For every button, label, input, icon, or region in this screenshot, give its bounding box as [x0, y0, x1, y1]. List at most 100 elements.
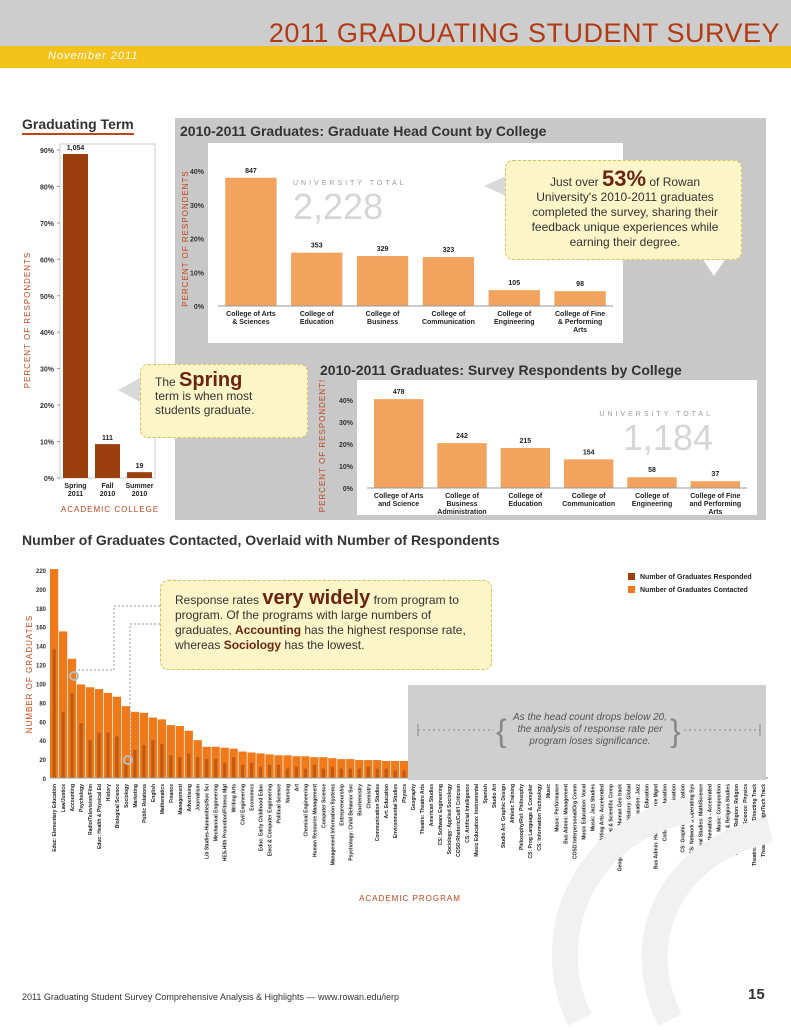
responded-bar: [339, 768, 343, 778]
responded-bar: [384, 768, 388, 778]
accounting-highlight-icon: [69, 671, 79, 681]
program-label: Advertising: [187, 784, 193, 812]
legend-contacted-label: Number of Graduates Contacted: [640, 587, 748, 594]
spring-big: Spring: [179, 369, 243, 391]
responded-bar: [106, 732, 110, 778]
program-label: Public Relations: [142, 784, 148, 823]
college-bar-label: 154: [583, 449, 595, 456]
term-ytick-label: 0%: [44, 476, 55, 483]
program-label: Physical Science: Physics: [743, 784, 749, 847]
responded-bar: [196, 757, 200, 778]
responded-bar: [124, 760, 128, 778]
college-bar-label: 478: [393, 389, 405, 396]
college-bar: [500, 447, 551, 488]
college-bar-label: 215: [519, 438, 531, 445]
sociology-highlight-icon: [123, 755, 133, 765]
ytick-label: 220: [36, 569, 47, 575]
term-bar: [127, 472, 152, 478]
university-total-label: UNIVERSITY TOTAL: [599, 411, 713, 418]
program-label: Law/Justice: [61, 784, 67, 813]
ytick-label: 60: [39, 720, 46, 726]
college-bar-label: 105: [508, 280, 520, 287]
contacted-chart-title: Number of Graduates Contacted, Overlaid …: [22, 532, 500, 548]
program-label: CS: Information Technology: [537, 784, 543, 851]
university-total-value: 2,228: [293, 186, 383, 227]
college-category-label: College of Arts & Sciences: [226, 311, 276, 326]
college-category-label: College of Engineering: [632, 493, 672, 508]
spring-post: term is when most students graduate.: [155, 389, 255, 417]
rate-post: of Rowan University's 2010-2011 graduate…: [531, 175, 719, 249]
responded-bar: [303, 768, 308, 778]
term-bar-label: 111: [102, 435, 113, 442]
program-label: English: [151, 784, 157, 802]
term-ytick-label: 60%: [40, 257, 55, 264]
college-bar: [488, 290, 540, 306]
respondents-chart: 0% 10% 20% 30% 40% 478 College of Arts and Scie…: [318, 380, 757, 515]
program-label: Music: Education: [644, 784, 650, 825]
program-label: Marketing: [133, 784, 139, 808]
watermark-logo-icon: [551, 797, 773, 1026]
program-label: Mathematics: [160, 784, 166, 815]
program-label: Spanish: [483, 784, 489, 803]
program-label: Management Information Systems: [330, 784, 336, 866]
contacted-bar: [121, 706, 131, 778]
program-label: Chemical Engineering: [303, 784, 309, 837]
program-label: Accounting: [70, 784, 76, 812]
program-label: Sociology: [124, 784, 130, 808]
term-ytick-label: 70%: [40, 221, 55, 228]
program-label: Civil Engineering: [241, 784, 247, 825]
responded-bar: [267, 764, 272, 778]
program-label: Studio Art: [492, 784, 498, 808]
program-label: Writing Arts: [232, 784, 238, 813]
college-category-label: College of Business Administration: [437, 493, 486, 515]
program-label: Philosophy/Religion: Religion: [734, 784, 740, 855]
college-bar: [563, 459, 614, 488]
responded-bar: [133, 749, 137, 778]
term-ytick-label: 90%: [40, 148, 55, 155]
program-label: Music: Jazz Studies: [591, 784, 597, 831]
program-label: Philosophy/Rel: Philosophy: [519, 784, 525, 850]
program-label: Entrepreneurship: [339, 784, 345, 826]
program-label: Chemistry: [366, 784, 372, 809]
term-xlabel: ACADEMIC COLLEGE: [61, 505, 159, 514]
headcount-chart-title: 2010-2011 Graduates: Graduate Head Count…: [180, 123, 547, 139]
program-label: Liberal Studies: Math/Science: [698, 784, 704, 855]
responded-bar: [88, 740, 92, 778]
college-bar: [356, 256, 409, 306]
spring-pre: The: [155, 375, 180, 389]
contacted-bar: [85, 687, 95, 778]
ytick-label: 200: [36, 588, 47, 594]
program-label: Music: Performance: [555, 784, 561, 832]
responded-bar: [393, 770, 397, 778]
contacted-bar: [391, 760, 400, 778]
ytick-label: 10%: [339, 464, 354, 471]
rate-big: 53%: [601, 166, 647, 191]
spring-pointer-icon: [118, 378, 140, 402]
college-bar: [291, 252, 343, 306]
program-label: Music Education: Vocal: [582, 783, 588, 839]
responded-bar: [142, 744, 146, 778]
contacted-bar: [58, 631, 68, 778]
college-bar-label: 329: [377, 246, 389, 253]
college-bar: [554, 291, 606, 306]
callout-pointer-down-icon: [702, 258, 726, 276]
ytick-label: 120: [36, 664, 47, 670]
program-label: Finance: [169, 784, 175, 803]
term-category-label: Fall 2010: [100, 483, 116, 498]
program-label: Biological Science: [115, 784, 121, 828]
responded-bar: [52, 649, 56, 778]
program-label: CS: Network & Operating Sys: [689, 784, 695, 854]
responded-bar: [115, 736, 119, 778]
responded-bar: [375, 768, 379, 778]
program-label: Lib Studies-Humanities/Soc Sci: [205, 783, 211, 859]
svg-text:}: }: [670, 713, 681, 748]
ytick-label: 0%: [194, 304, 205, 311]
college-category-label: College of Engineering: [494, 311, 534, 326]
program-label: COSD:Interpersonal/Org Comm: [573, 783, 579, 859]
responded-bar: [169, 755, 173, 778]
legend-contacted-swatch: [628, 586, 635, 593]
callout-connector-lines: [69, 605, 160, 765]
college-bar-label: 58: [648, 467, 656, 474]
university-total-value: 1,184: [623, 417, 713, 458]
term-ytick-label: 30%: [40, 367, 55, 374]
